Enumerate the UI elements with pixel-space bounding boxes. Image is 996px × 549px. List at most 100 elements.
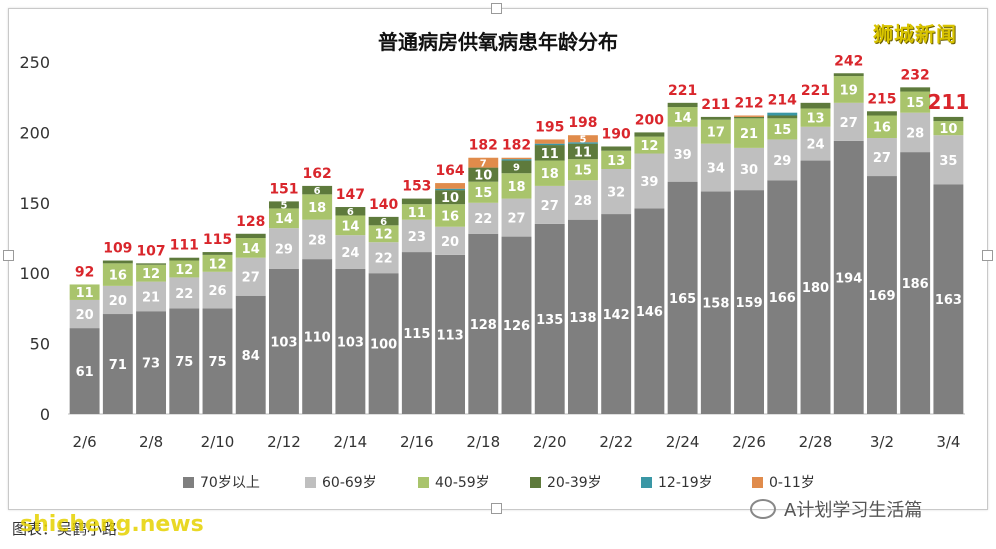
bar-segment [567, 180, 598, 220]
bar-total-label: 242 [834, 53, 863, 69]
bar-segment [534, 145, 565, 161]
bar-segment-label: 15 [773, 123, 791, 138]
x-tick-label: 2/20 [533, 433, 567, 451]
bar-total-label: 147 [336, 187, 365, 203]
y-tick-label: 50 [30, 335, 50, 354]
bar-segment-label: 115 [403, 327, 430, 342]
legend-item: 60-69岁 [305, 472, 377, 492]
bar-segment [102, 285, 133, 315]
bar-total-label: 128 [236, 214, 265, 230]
bar-segment [667, 126, 698, 182]
wechat-account-name: A计划学习生活篇 [784, 500, 923, 521]
bar-segment-label: 19 [840, 83, 858, 98]
bar-segment-label: 27 [507, 212, 525, 227]
bar-segment-label: 20 [76, 308, 94, 323]
bar-segment [534, 143, 565, 146]
bar-segment [401, 198, 432, 205]
bar-total-label: 182 [502, 138, 531, 154]
bar-total-label: 151 [269, 181, 298, 197]
bar-segment-label: 103 [270, 335, 297, 350]
bar-segment [136, 264, 167, 282]
bar-segment [368, 216, 399, 226]
bar-segment-label: 28 [906, 126, 924, 141]
bar-segment [501, 157, 532, 160]
bar-segment-label: 15 [906, 96, 924, 111]
bar-segment [302, 219, 333, 260]
bar-segment-label: 135 [536, 313, 563, 328]
bar-segment [534, 223, 565, 414]
bar-segment [900, 87, 931, 92]
bar-segment-label: 22 [474, 212, 492, 227]
bar-segment [302, 194, 333, 220]
bar-segment [435, 226, 466, 255]
resize-handle-left[interactable] [3, 250, 14, 261]
bar-segment [634, 208, 665, 414]
bar-segment [435, 204, 466, 227]
bar-segment-label: 12 [175, 263, 193, 278]
bar-segment-label: 11 [541, 147, 559, 162]
bar-segment-label: 39 [674, 148, 692, 163]
bar-segment [136, 263, 167, 265]
bar-segment [567, 142, 598, 144]
bar-segment [767, 180, 798, 414]
bar-total-label: 164 [435, 163, 464, 179]
bar-segment [435, 183, 466, 189]
bar-segment [933, 135, 964, 185]
bar-segment-label: 35 [939, 154, 957, 169]
legend-swatch [305, 476, 316, 488]
site-watermark: shicheng.news [20, 512, 204, 537]
bar-segment [734, 147, 765, 191]
x-tick-label: 2/22 [599, 433, 633, 451]
legend-item: 70岁以上 [183, 472, 260, 492]
bar-segment [69, 299, 100, 329]
bar-segment-label: 32 [607, 185, 625, 200]
bar-segment [202, 254, 233, 272]
bar-total-label: 212 [734, 96, 763, 112]
bar-segment [501, 198, 532, 237]
bar-segment [102, 260, 133, 264]
legend-label: 70岁以上 [200, 475, 260, 491]
bar-total-label: 162 [303, 166, 332, 182]
bar-segment [69, 328, 100, 414]
legend-swatch [752, 476, 763, 488]
y-tick-label: 0 [40, 405, 50, 424]
bar-segment [534, 160, 565, 186]
bar-segment-label: 6 [380, 217, 387, 228]
bar-segment [933, 116, 964, 122]
bar-segment [866, 176, 897, 414]
bar-segment-label: 10 [441, 191, 459, 206]
bar-segment [235, 295, 266, 414]
bar-segment [102, 314, 133, 414]
x-tick-label: 2/6 [73, 433, 97, 451]
resize-handle-bottom[interactable] [491, 503, 502, 514]
bar-segment-label: 21 [740, 127, 758, 142]
bar-segment-label: 24 [341, 246, 359, 261]
resize-handle-right[interactable] [982, 250, 993, 261]
bar-segment [601, 169, 632, 215]
bar-segment [567, 135, 598, 143]
bar-segment-label: 142 [603, 308, 630, 323]
bar-segment-label: 13 [607, 154, 625, 169]
bar-segment [800, 108, 831, 127]
legend-item: 12-19岁 [641, 472, 713, 492]
x-tick-label: 2/12 [267, 433, 301, 451]
bar-segment [734, 190, 765, 414]
bar-segment-label: 39 [640, 175, 658, 190]
bar-segment-label: 166 [769, 291, 796, 306]
bar-segment-label: 180 [802, 281, 829, 296]
bar-segment [667, 102, 698, 108]
bar-segment-label: 12 [142, 267, 160, 282]
bar-segment [202, 252, 233, 255]
bar-segment [401, 204, 432, 220]
bar-segment [734, 116, 765, 119]
bar-segment [567, 143, 598, 160]
bar-segment [335, 268, 366, 414]
bar-segment [900, 152, 931, 414]
resize-handle-top[interactable] [491, 3, 502, 14]
bar-segment-label: 10 [474, 169, 492, 184]
bar-segment [767, 115, 798, 119]
legend-swatch [530, 476, 541, 488]
x-tick-label: 3/4 [936, 433, 960, 451]
bar-total-label: 182 [469, 138, 498, 154]
